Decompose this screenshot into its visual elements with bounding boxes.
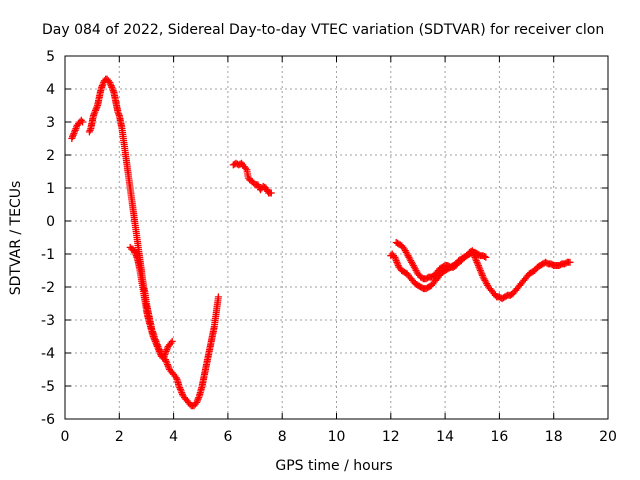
data-point	[393, 258, 401, 266]
data-point	[115, 110, 123, 118]
data-point	[176, 385, 184, 393]
data-point	[92, 105, 100, 113]
x-tick-labels: 0 2 4 6 8 10 12 14 16 18 20	[61, 429, 617, 445]
y-tick-label: -1	[41, 247, 55, 263]
axis-ticks	[64, 55, 609, 420]
data-point	[476, 267, 484, 274]
data-point	[153, 342, 161, 350]
data-point	[114, 108, 122, 116]
data-point	[267, 189, 275, 197]
data-point	[149, 333, 157, 340]
chart-title: Day 084 of 2022, Sidereal Day-to-day VTE…	[42, 22, 604, 38]
y-axis-label: SDTVAR / TECUs	[8, 181, 24, 296]
data-point	[473, 258, 481, 266]
data-point	[481, 253, 488, 260]
data-point	[164, 361, 171, 369]
x-tick-label: 6	[223, 429, 232, 445]
y-tick-label: 0	[46, 214, 55, 230]
y-tick-label: 4	[46, 82, 55, 98]
x-tick-label: 20	[599, 429, 617, 445]
data-point	[79, 118, 87, 126]
x-axis-label: GPS time / hours	[275, 458, 392, 474]
data-point	[474, 260, 482, 268]
data-point	[482, 253, 490, 261]
data-point	[162, 357, 170, 365]
data-point	[86, 126, 94, 134]
data-point	[168, 337, 176, 345]
data-point	[476, 265, 484, 273]
data-point	[151, 338, 159, 345]
x-tick-label: 10	[328, 429, 346, 445]
data-point	[566, 258, 574, 266]
data-point	[394, 260, 402, 268]
data-point	[109, 87, 117, 95]
y-tick-label: -6	[41, 412, 55, 428]
x-tick-label: 4	[169, 429, 178, 445]
y-tick-label: -3	[41, 313, 55, 329]
data-point	[69, 131, 77, 139]
data-point	[242, 164, 249, 172]
data-point	[90, 111, 97, 119]
data-point	[214, 293, 222, 301]
data-point	[107, 80, 114, 88]
x-tick-label: 8	[278, 429, 287, 445]
data-point	[153, 341, 161, 349]
y-tick-label: -5	[41, 379, 55, 395]
y-tick-label: -4	[41, 346, 55, 362]
data-point	[193, 399, 201, 406]
y-tick-label: 5	[46, 49, 55, 65]
x-tick-label: 0	[61, 429, 70, 445]
data-point	[172, 374, 180, 382]
data-point	[161, 351, 169, 359]
y-tick-label: 1	[46, 181, 55, 197]
x-tick-label: 12	[382, 429, 400, 445]
data-point	[85, 128, 93, 136]
x-tick-label: 16	[490, 429, 508, 445]
x-tick-label: 18	[545, 429, 563, 445]
data-point	[472, 255, 480, 263]
grid	[65, 56, 608, 419]
data-point	[98, 82, 106, 90]
x-tick-label: 14	[436, 429, 454, 445]
data-point	[131, 248, 139, 256]
data-points	[68, 75, 574, 410]
data-point	[194, 395, 202, 403]
y-tick-label: 2	[46, 148, 55, 164]
y-tick-label: 3	[46, 115, 55, 131]
data-point	[92, 106, 99, 114]
data-point	[175, 382, 183, 390]
data-point	[155, 347, 163, 355]
data-point	[71, 128, 78, 136]
x-tick-label: 2	[115, 429, 124, 445]
y-tick-labels: -6 -5 -4 -3 -2 -1 0 1 2 3 4 5	[41, 49, 55, 428]
y-tick-label: -2	[41, 280, 55, 296]
